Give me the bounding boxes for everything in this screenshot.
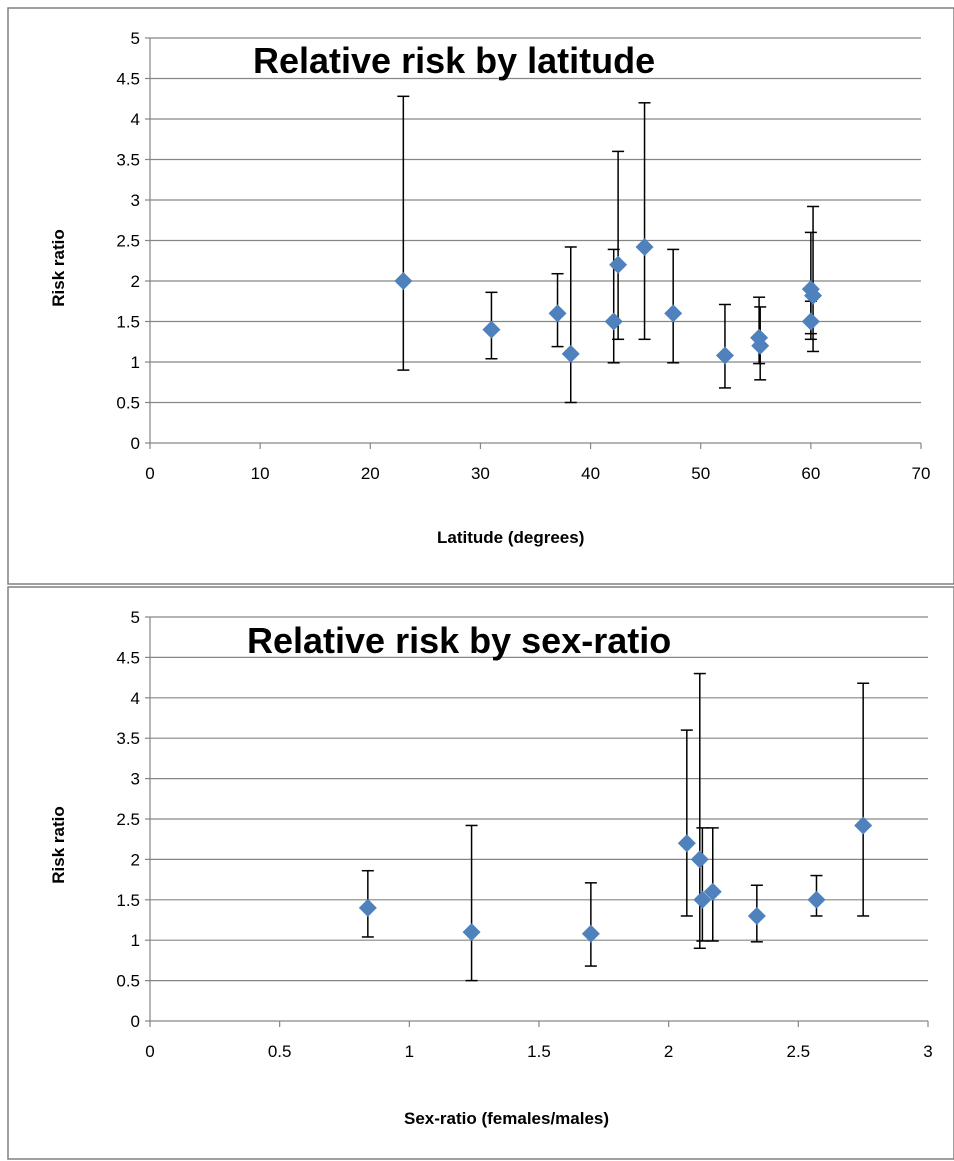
chart-frame [7, 7, 954, 585]
y-tick-label: 3 [131, 191, 140, 210]
y-tick-label: 0 [131, 434, 140, 453]
sex-ratio-chart-panel: 0 0.5 1 1.5 2 2.5 3 3.5 4 4.5 5 0 0.5 1 1.5 2 2.5 3 Relat… [0, 585, 954, 1161]
data-point [751, 336, 770, 355]
x-tick-label: 0 [145, 464, 154, 483]
x-tick-label: 60 [801, 464, 820, 483]
data-point [807, 890, 826, 909]
data-point [703, 882, 722, 901]
data-point [635, 237, 654, 256]
data-point [394, 272, 413, 290]
y-tick-label: 5 [131, 608, 140, 627]
data-point [801, 312, 820, 331]
error-bar [680, 729, 693, 917]
x-tick-label: 1 [405, 1042, 414, 1061]
y-tick-label: 3.5 [116, 729, 140, 748]
x-tick-label: 2.5 [787, 1042, 811, 1061]
error-bar [807, 205, 820, 353]
data-point [548, 304, 567, 323]
data-point [715, 346, 734, 365]
x-tick-label: 70 [912, 464, 931, 483]
chart-frame [7, 586, 954, 1160]
chart-title: Relative risk by sex-ratio [247, 620, 672, 661]
error-bar [857, 682, 870, 917]
data-point [482, 320, 501, 339]
x-tick-label: 0 [145, 1042, 154, 1061]
y-tick-label: 4 [131, 689, 140, 708]
y-tick-label: 4 [131, 110, 140, 129]
y-tick-label: 0.5 [116, 394, 140, 413]
y-tick-label: 2 [131, 272, 140, 291]
x-tick-label: 50 [691, 464, 710, 483]
y-tick-label: 5 [131, 29, 140, 48]
error-bar [584, 882, 597, 967]
data-point [581, 924, 600, 943]
error-bar [638, 102, 651, 341]
x-tick-label: 20 [361, 464, 380, 483]
x-tick-label: 3 [923, 1042, 932, 1061]
data-point [664, 304, 683, 323]
y-axis-label: Risk ratio [49, 806, 68, 884]
x-axis-label: Latitude (degrees) [437, 528, 585, 547]
data-point [358, 898, 377, 917]
y-tick-label: 4.5 [116, 70, 140, 89]
data-point [609, 255, 628, 274]
latitude-chart-panel: 0 0.5 1 1.5 2 2.5 3 3.5 4 4.5 5 0 10 20 30 40 50 60 70 Rel… [7, 7, 954, 585]
error-bar [564, 246, 577, 404]
x-tick-label: 0.5 [268, 1042, 292, 1061]
x-tick-label: 30 [471, 464, 490, 483]
y-tick-label: 4.5 [116, 648, 140, 667]
data-point [604, 312, 623, 331]
latitude-chart-svg: 00.511.522.533.544.550 10 20 30 40 50 60 70 [7, 7, 954, 585]
data-point [693, 890, 712, 909]
data-point [804, 286, 823, 305]
chart-title: Relative risk by latitude [253, 40, 656, 81]
data-point [677, 834, 696, 853]
x-tick-label: 2 [664, 1042, 673, 1061]
y-tick-label: 3.5 [116, 151, 140, 170]
error-bar [612, 150, 625, 341]
y-axis-label: Risk ratio [49, 229, 68, 307]
data-point [854, 816, 873, 835]
y-tick-label: 1.5 [116, 891, 140, 910]
data-point [690, 850, 709, 869]
y-tick-label: 1 [131, 353, 140, 372]
error-bar [696, 827, 709, 942]
y-tick-label: 2 [131, 850, 140, 869]
y-tick-label: 1 [131, 931, 140, 950]
y-tick-label: 2.5 [116, 810, 140, 829]
error-bar [397, 95, 410, 371]
x-tick-label: 40 [581, 464, 600, 483]
data-point [561, 344, 580, 363]
y-tick-label: 1.5 [116, 313, 140, 332]
x-tick-label: 1.5 [527, 1042, 551, 1061]
sex-ratio-chart-svg: 0 0.5 1 1.5 2 2.5 3 3.5 4 4.5 5 0 0.5 1 1.5 2 2.5 3 [7, 586, 954, 1160]
x-axis-label: Sex-ratio (females/males) [404, 1109, 610, 1128]
x-tick-label: 10 [251, 464, 270, 483]
y-tick-label: 2.5 [116, 232, 140, 251]
y-tick-label: 0 [131, 1012, 140, 1031]
error-bar [465, 824, 478, 982]
data-point [462, 923, 481, 942]
y-tick-label: 0.5 [116, 972, 140, 991]
data-point [747, 906, 766, 925]
error-bar [718, 303, 731, 389]
y-tick-label: 3 [131, 770, 140, 789]
